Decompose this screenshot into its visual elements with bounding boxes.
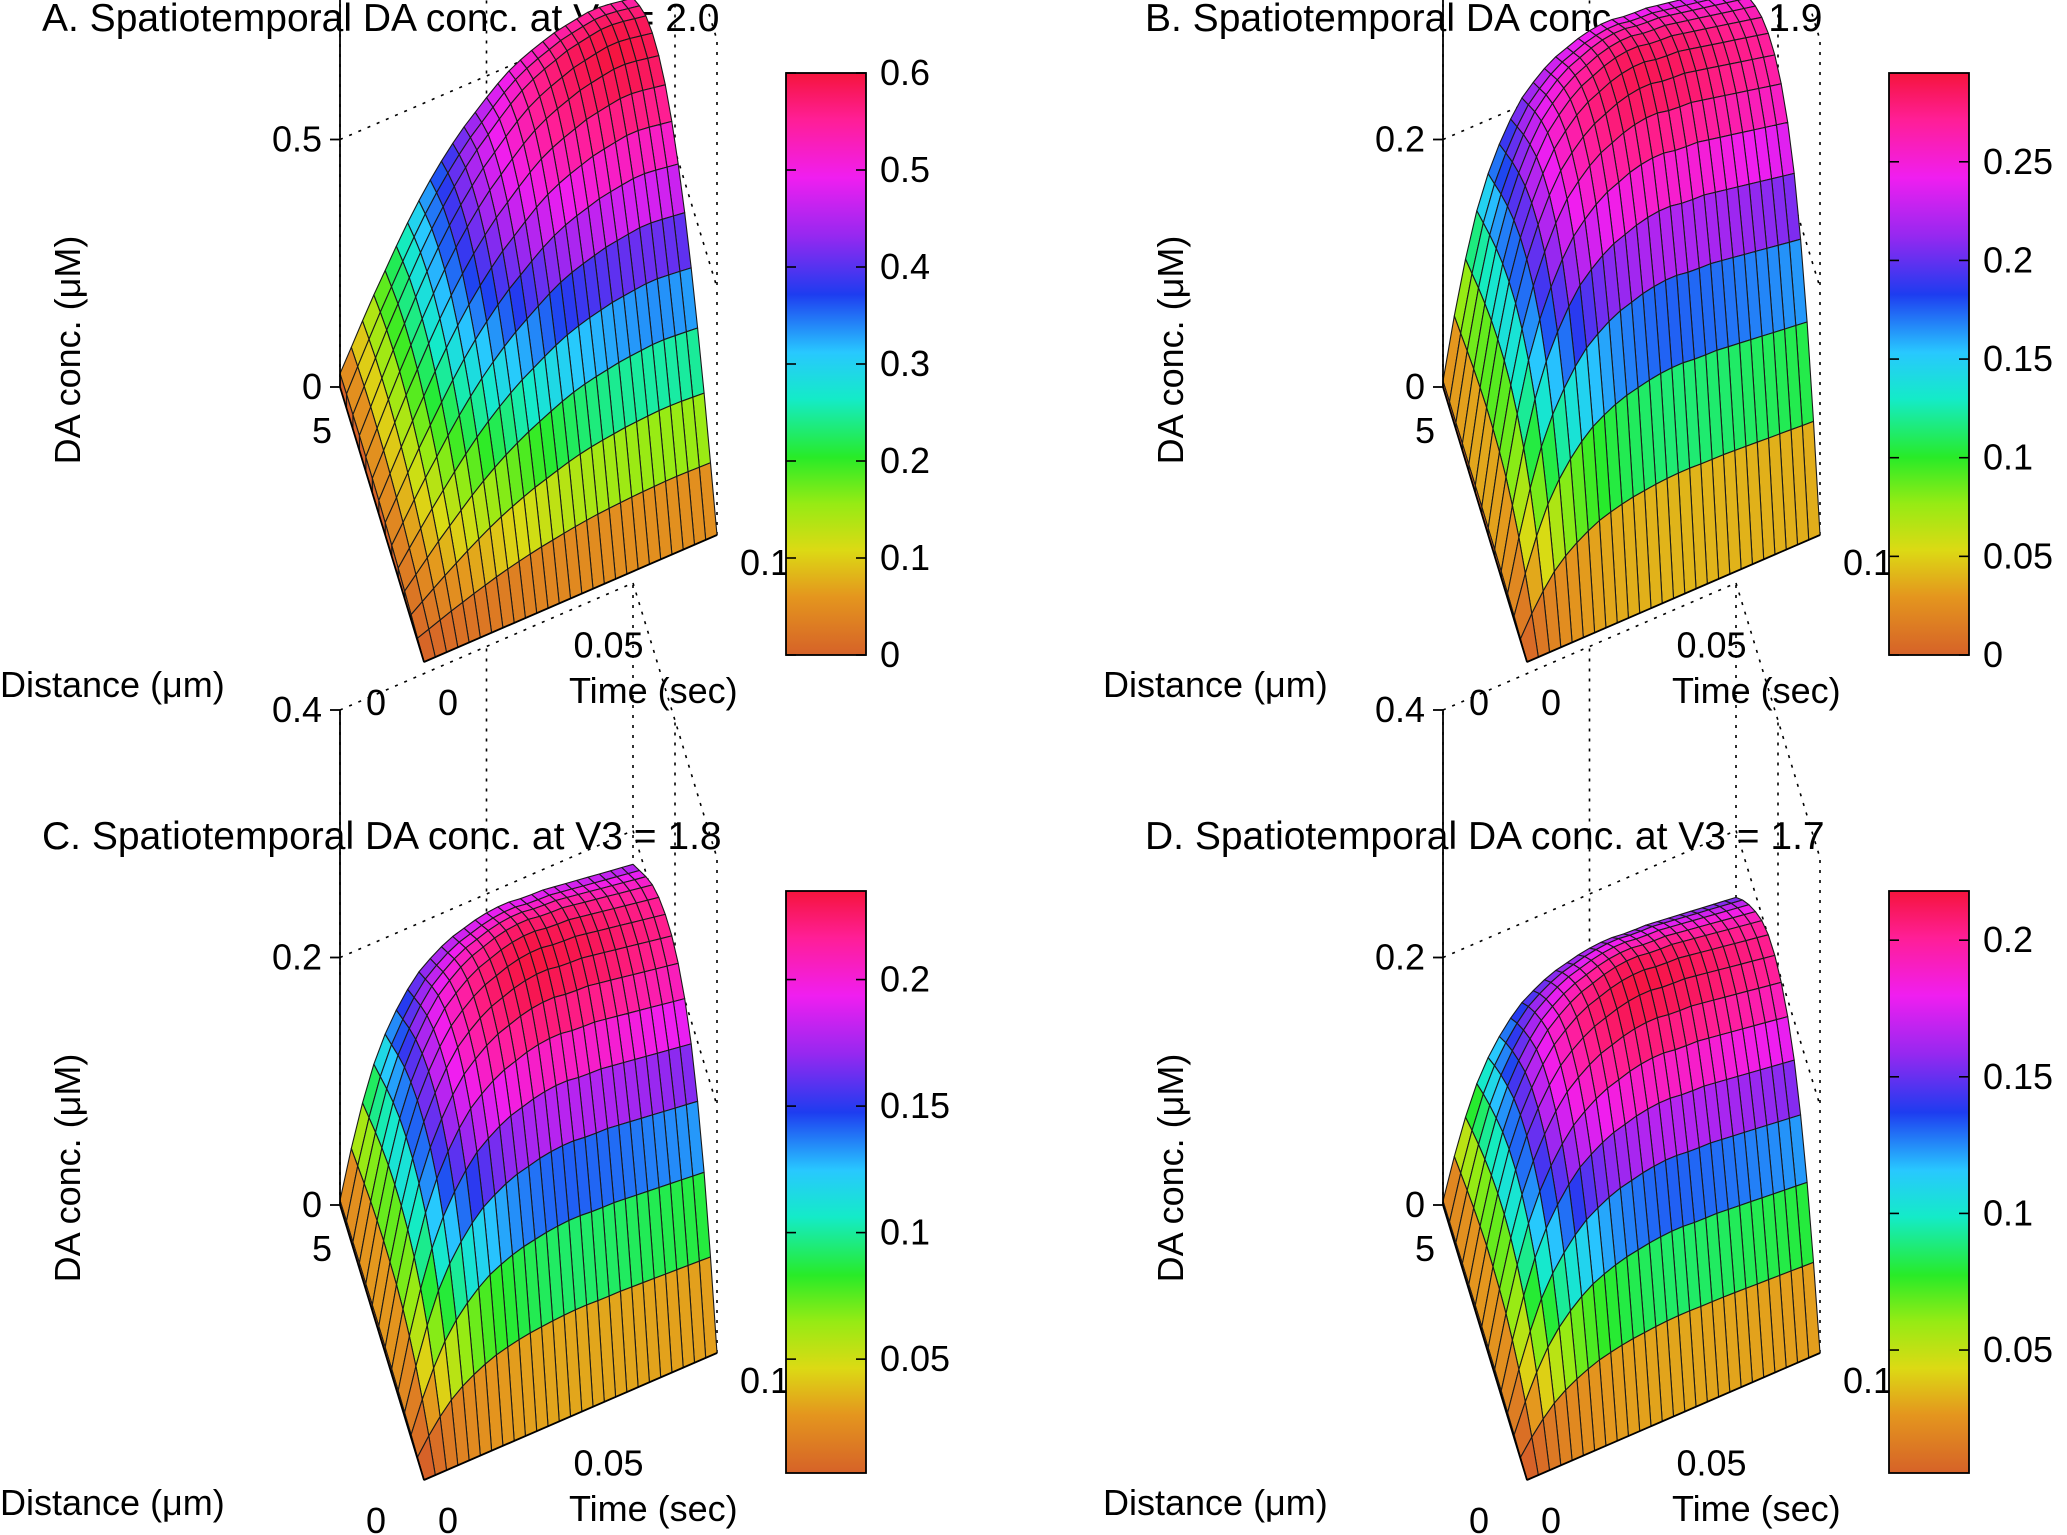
x-tick-label: 0.05 <box>573 625 643 666</box>
y-axis-label: Distance (μm) <box>0 664 225 705</box>
x-tick-label: 0.1 <box>1843 1360 1893 1401</box>
y-tick-label: 0 <box>1469 1500 1489 1535</box>
y-tick-label: 0 <box>366 682 386 723</box>
colorbar-tick-label: 0.05 <box>880 1338 950 1379</box>
colorbar: 0.05 0.1 0.15 0.2 <box>785 890 950 1474</box>
panel-c: C. Spatiotemporal DA conc. at V3 = 1.8 0… <box>0 582 950 1535</box>
surface <box>339 0 718 663</box>
z-axis-label: DA conc. (μM) <box>47 236 88 465</box>
colorbar: 0 0.05 0.1 0.15 0.2 0.25 <box>1888 72 2053 675</box>
y-axis-label: Distance (μm) <box>1103 664 1328 705</box>
x-axis-line <box>1526 1352 1821 1481</box>
colorbar-tick-label: 0.5 <box>880 149 930 190</box>
x-tick-label: 0 <box>438 1500 458 1535</box>
z-tick-label: 0.4 <box>272 689 322 730</box>
colorbar: 0.05 0.1 0.15 0.2 <box>1888 890 2053 1474</box>
colorbar-tick-label: 0.2 <box>1983 239 2033 280</box>
colorbar: 0 0.1 0.2 0.3 0.4 0.5 0.6 <box>785 52 930 675</box>
colorbar-tick-label: 0.15 <box>1983 1056 2053 1097</box>
colorbar-tick-label: 0 <box>1983 634 2003 675</box>
y-tick-label: 0 <box>1469 682 1489 723</box>
y-tick-label: 5 <box>1415 1228 1435 1269</box>
z-tick-label: 0.2 <box>272 937 322 978</box>
x-axis-label: Time (sec) <box>1672 670 1841 711</box>
colorbar-gradient <box>1888 890 1970 1474</box>
x-tick-label: 0 <box>1541 1500 1561 1535</box>
x-tick-label: 0.05 <box>1676 1443 1746 1484</box>
z-tick-label: 0.2 <box>1375 119 1425 160</box>
colorbar-tick-label: 0.2 <box>1983 919 2033 960</box>
colorbar-tick-label: 0.1 <box>1983 437 2033 478</box>
surface <box>1442 0 1821 663</box>
x-axis-line <box>1526 534 1821 663</box>
y-axis-line <box>1442 386 1528 663</box>
z-axis-label: DA conc. (μM) <box>47 1054 88 1283</box>
surface <box>339 863 718 1481</box>
z-tick-label: 0 <box>302 366 322 407</box>
colorbar-tick-label: 0.6 <box>880 52 930 93</box>
colorbar-tick-label: 0.1 <box>1983 1192 2033 1233</box>
z-tick-label: 0 <box>302 1184 322 1225</box>
panel-d: D. Spatiotemporal DA conc. at V3 = 1.7 0… <box>1103 582 2053 1535</box>
surface <box>1442 896 1821 1481</box>
colorbar-tick-label: 0.15 <box>1983 338 2053 379</box>
x-tick-label: 0 <box>438 682 458 723</box>
x-tick-label: 0.1 <box>740 542 790 583</box>
x-axis-label: Time (sec) <box>569 1488 738 1529</box>
z-tick-label: 0.2 <box>1375 937 1425 978</box>
colorbar-tick-label: 0.15 <box>880 1085 950 1126</box>
axes: 00.510500.050.1 <box>272 0 790 723</box>
colorbar-gradient <box>785 72 867 656</box>
z-axis-label: DA conc. (μM) <box>1150 236 1191 465</box>
z-tick-label: 0 <box>1405 1184 1425 1225</box>
x-tick-label: 0.1 <box>740 1360 790 1401</box>
colorbar-gradient <box>785 890 867 1474</box>
y-axis-line <box>339 386 425 663</box>
panel-a: A. Spatiotemporal DA conc. at V3 = 2.0 0… <box>0 0 930 723</box>
x-tick-label: 0.05 <box>573 1443 643 1484</box>
y-tick-label: 5 <box>312 410 332 451</box>
y-tick-label: 5 <box>312 1228 332 1269</box>
x-axis-line <box>423 1352 718 1481</box>
z-axis-label: DA conc. (μM) <box>1150 1054 1191 1283</box>
panel-title: C. Spatiotemporal DA conc. at V3 = 1.8 <box>42 815 722 858</box>
panel-b: B. Spatiotemporal DA conc. at V3 = 1.9 0… <box>1103 0 2053 723</box>
y-tick-label: 0 <box>366 1500 386 1535</box>
y-axis-line <box>1442 1204 1528 1481</box>
colorbar-tick-label: 0 <box>880 634 900 675</box>
colorbar-tick-label: 0.25 <box>1983 141 2053 182</box>
y-axis-label: Distance (μm) <box>1103 1482 1328 1523</box>
y-axis-line <box>339 1204 425 1481</box>
z-tick-label: 0.4 <box>1375 689 1425 730</box>
z-tick-label: 0 <box>1405 366 1425 407</box>
colorbar-tick-label: 0.2 <box>880 440 930 481</box>
x-tick-label: 0 <box>1541 682 1561 723</box>
x-tick-label: 0.1 <box>1843 542 1893 583</box>
colorbar-tick-label: 0.1 <box>880 1212 930 1253</box>
colorbar-gradient <box>1888 72 1970 656</box>
x-tick-label: 0.05 <box>1676 625 1746 666</box>
x-axis-label: Time (sec) <box>569 670 738 711</box>
panel-title: D. Spatiotemporal DA conc. at V3 = 1.7 <box>1145 815 1825 858</box>
y-tick-label: 5 <box>1415 410 1435 451</box>
x-axis-line <box>423 534 718 663</box>
colorbar-tick-label: 0.4 <box>880 246 930 287</box>
colorbar-tick-label: 0.3 <box>880 343 930 384</box>
colorbar-tick-label: 0.05 <box>1983 535 2053 576</box>
x-axis-label: Time (sec) <box>1672 1488 1841 1529</box>
z-tick-label: 0.5 <box>272 119 322 160</box>
colorbar-tick-label: 0.05 <box>1983 1329 2053 1370</box>
colorbar-tick-label: 0.1 <box>880 537 930 578</box>
colorbar-tick-label: 0.2 <box>880 959 930 1000</box>
y-axis-label: Distance (μm) <box>0 1482 225 1523</box>
